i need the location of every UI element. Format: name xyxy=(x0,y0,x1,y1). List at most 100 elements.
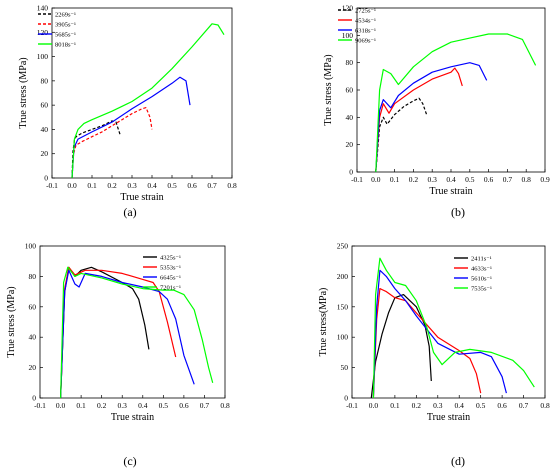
x-tick-label: 0.5 xyxy=(476,401,486,410)
x-tick-label: 0.3 xyxy=(127,181,137,190)
x-tick-label: 0.3 xyxy=(118,401,128,410)
y-tick-label: 0 xyxy=(32,394,36,403)
x-tick-label: 0.2 xyxy=(412,401,422,410)
legend-label: 4633s⁻¹ xyxy=(471,266,492,273)
x-tick-label: -0.1 xyxy=(351,175,363,184)
y-axis-title: True stress (MPa) xyxy=(323,54,334,125)
y-tick-label: 80 xyxy=(29,272,37,281)
x-tick-label: 0.6 xyxy=(484,175,494,184)
panel-label: (d) xyxy=(451,454,465,468)
x-axis-title: True strain xyxy=(429,186,472,197)
legend-label: 2725s⁻¹ xyxy=(355,8,376,15)
legend-label: 5353s⁻¹ xyxy=(160,265,181,272)
y-tick-label: 140 xyxy=(37,4,49,13)
series-line-3 xyxy=(375,62,488,173)
y-tick-label: 100 xyxy=(37,52,49,61)
series-line-3 xyxy=(372,269,507,399)
x-tick-label: 0.8 xyxy=(540,401,550,410)
y-tick-label: 20 xyxy=(41,149,49,158)
x-tick-label: 0.0 xyxy=(56,401,66,410)
series-line-2 xyxy=(372,288,482,399)
x-tick-label: 0.2 xyxy=(409,175,419,184)
x-tick-label: 0.6 xyxy=(179,401,189,410)
y-axis-title: True stress(MPa) xyxy=(318,288,329,357)
x-tick-label: 0.1 xyxy=(390,175,400,184)
x-tick-label: 0.1 xyxy=(76,401,86,410)
plot-frame xyxy=(351,245,546,399)
y-tick-label: 120 xyxy=(342,4,354,13)
legend-label: 8018s⁻¹ xyxy=(55,42,76,49)
x-tick-label: 0.4 xyxy=(138,401,148,410)
legend-label: 5610s⁻¹ xyxy=(471,276,492,283)
x-tick-label: 0.1 xyxy=(390,401,400,410)
x-axis-title: True strain xyxy=(427,412,470,423)
series-line-4 xyxy=(60,266,214,399)
legend-label: 3905s⁻¹ xyxy=(55,22,76,29)
y-tick-label: 60 xyxy=(29,302,37,311)
y-tick-label: 20 xyxy=(29,363,37,372)
chart-panel-4: -0.1 0.0 0.1 0.2 0.3 0.4 0.5 0.6 0.7 0.8 0 50 100 150… xyxy=(318,242,550,468)
x-tick-label: -0.1 xyxy=(346,401,358,410)
y-axis-title: True stress (MPa) xyxy=(6,286,17,357)
x-tick-label: 0.9 xyxy=(540,175,550,184)
y-tick-label: 40 xyxy=(41,125,49,134)
x-tick-label: -0.1 xyxy=(46,181,58,190)
series-line-4 xyxy=(372,257,535,399)
series-line-1 xyxy=(375,97,428,173)
x-tick-label: 0.4 xyxy=(446,175,456,184)
y-tick-label: 100 xyxy=(342,31,354,40)
y-tick-label: 150 xyxy=(337,302,349,311)
series-line-2 xyxy=(71,107,153,179)
x-tick-label: 0.1 xyxy=(87,181,97,190)
x-axis-title: True strain xyxy=(111,412,154,423)
legend-label: 4325s⁻¹ xyxy=(160,255,181,262)
x-tick-label: 0.4 xyxy=(455,401,465,410)
y-tick-label: 80 xyxy=(41,76,49,85)
legend-label: 2269s⁻¹ xyxy=(55,12,76,19)
legend-label: 2411s⁻¹ xyxy=(471,256,492,263)
x-tick-label: 0.2 xyxy=(107,181,117,190)
x-tick-label: 0.0 xyxy=(369,401,379,410)
x-tick-label: -0.1 xyxy=(34,401,46,410)
legend-label: 5685s⁻¹ xyxy=(55,32,76,39)
series-line-4 xyxy=(375,33,537,173)
y-tick-label: 80 xyxy=(346,58,354,67)
x-tick-label: 0.8 xyxy=(227,181,237,190)
chart-panel-1: -0.1 0.0 0.1 0.2 0.3 0.4 0.5 0.6 0.7 0.8 0 20 40 60 80… xyxy=(18,4,237,220)
x-tick-label: 0.2 xyxy=(97,401,107,410)
x-tick-label: 0.5 xyxy=(159,401,169,410)
x-tick-label: 0.7 xyxy=(207,181,217,190)
x-tick-label: 0.7 xyxy=(519,401,529,410)
y-tick-label: 250 xyxy=(337,242,349,251)
x-tick-label: 0.7 xyxy=(200,401,210,410)
y-tick-label: 60 xyxy=(41,101,49,110)
x-tick-label: 0.7 xyxy=(503,175,513,184)
series-line-4 xyxy=(71,23,225,179)
x-tick-label: 0.8 xyxy=(220,401,230,410)
x-axis-title: True strain xyxy=(120,192,163,203)
panel-label: (b) xyxy=(451,205,465,219)
y-tick-label: 50 xyxy=(341,363,349,372)
legend-label: 7201s⁻¹ xyxy=(160,285,181,292)
plot-frame xyxy=(356,7,546,173)
chart-panel-3: -0.1 0.0 0.1 0.2 0.3 0.4 0.5 0.6 0.7 0.8 0 20 40 60 80… xyxy=(6,242,230,468)
y-tick-label: 0 xyxy=(344,394,348,403)
x-tick-label: 0.6 xyxy=(497,401,507,410)
y-tick-label: 200 xyxy=(337,272,349,281)
series-line-1 xyxy=(370,294,432,399)
x-tick-label: 0.0 xyxy=(371,175,381,184)
series-line-2 xyxy=(375,67,463,173)
legend-label: 4534s⁻¹ xyxy=(355,18,376,25)
y-tick-label: 100 xyxy=(337,333,349,342)
plot-frame xyxy=(39,245,226,399)
legend-label: 6318s⁻¹ xyxy=(355,28,376,35)
legend-label: 9069s⁻¹ xyxy=(355,38,376,45)
chart-panel-2: -0.1 0.0 0.1 0.2 0.3 0.4 0.5 0.6 0.7 0.8 0.9 0 20 40 6… xyxy=(323,4,550,220)
x-tick-label: 0.8 xyxy=(522,175,532,184)
y-tick-label: 20 xyxy=(346,140,354,149)
x-tick-label: 0.5 xyxy=(465,175,475,184)
legend-label: 7535s⁻¹ xyxy=(471,286,492,293)
panel-label: (a) xyxy=(123,205,136,219)
y-tick-label: 0 xyxy=(349,168,353,177)
